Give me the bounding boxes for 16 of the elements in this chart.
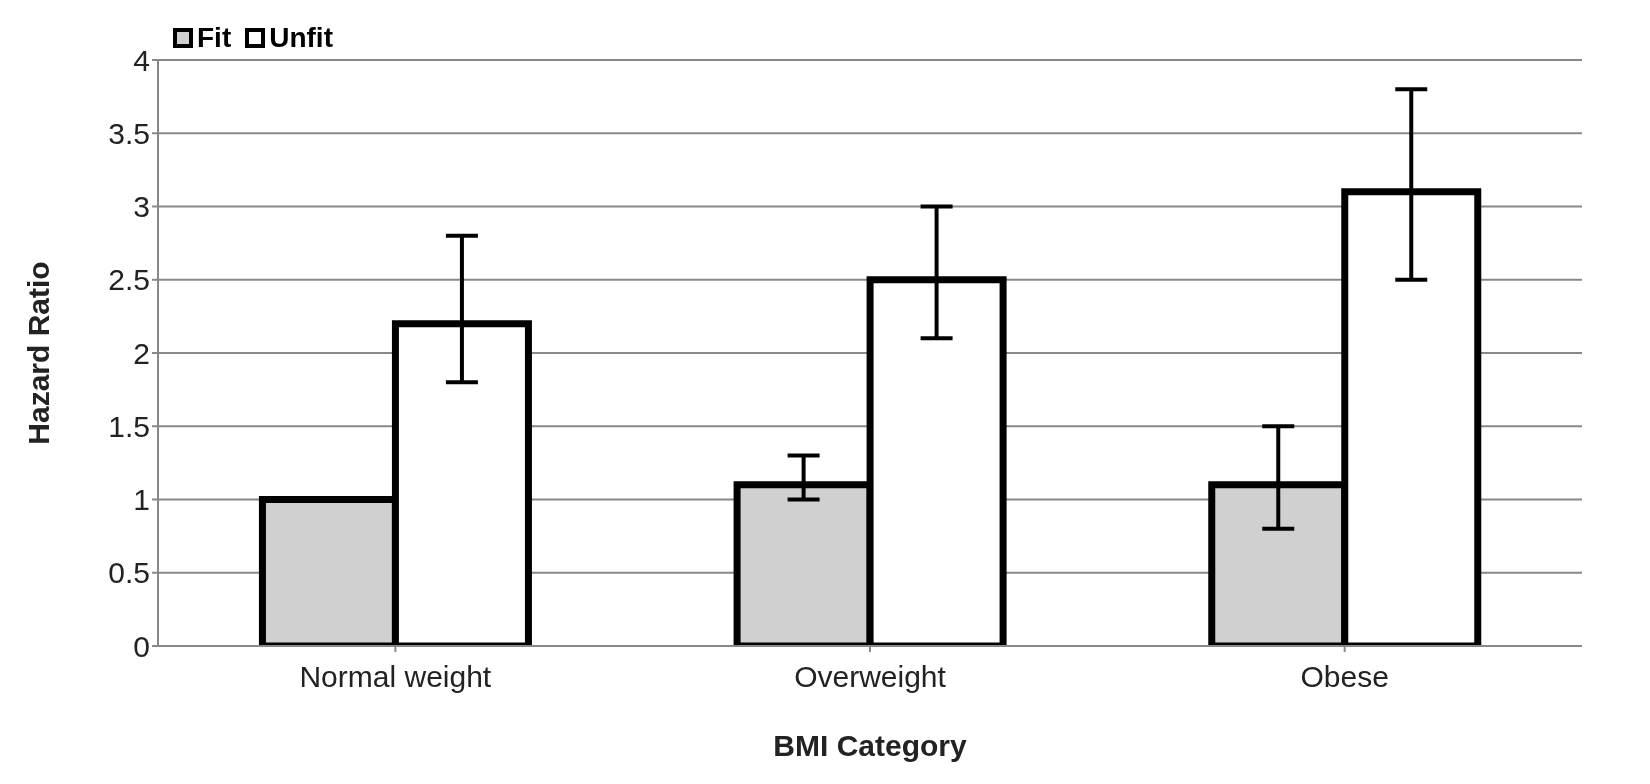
y-tick-label: 4 <box>133 43 150 77</box>
y-tick-label: 2 <box>133 336 150 370</box>
y-axis-title: Hazard Ratio <box>21 261 55 445</box>
y-tick-label: 3.5 <box>108 116 150 150</box>
y-tick-label: 1.5 <box>108 409 150 443</box>
x-tick-label: Obese <box>1300 660 1389 694</box>
y-tick-label: 2.5 <box>108 263 150 297</box>
x-tick-label: Overweight <box>794 660 947 694</box>
x-axis-title: BMI Category <box>773 729 967 762</box>
x-tick-label: Normal weight <box>299 660 492 694</box>
y-tick-label: 0.5 <box>108 556 150 590</box>
y-tick-label: 1 <box>133 483 150 517</box>
y-tick-label: 0 <box>133 629 150 663</box>
y-tick-label: 3 <box>133 190 150 224</box>
legend-label: Unfit <box>269 22 333 54</box>
legend-label: Fit <box>197 22 232 54</box>
